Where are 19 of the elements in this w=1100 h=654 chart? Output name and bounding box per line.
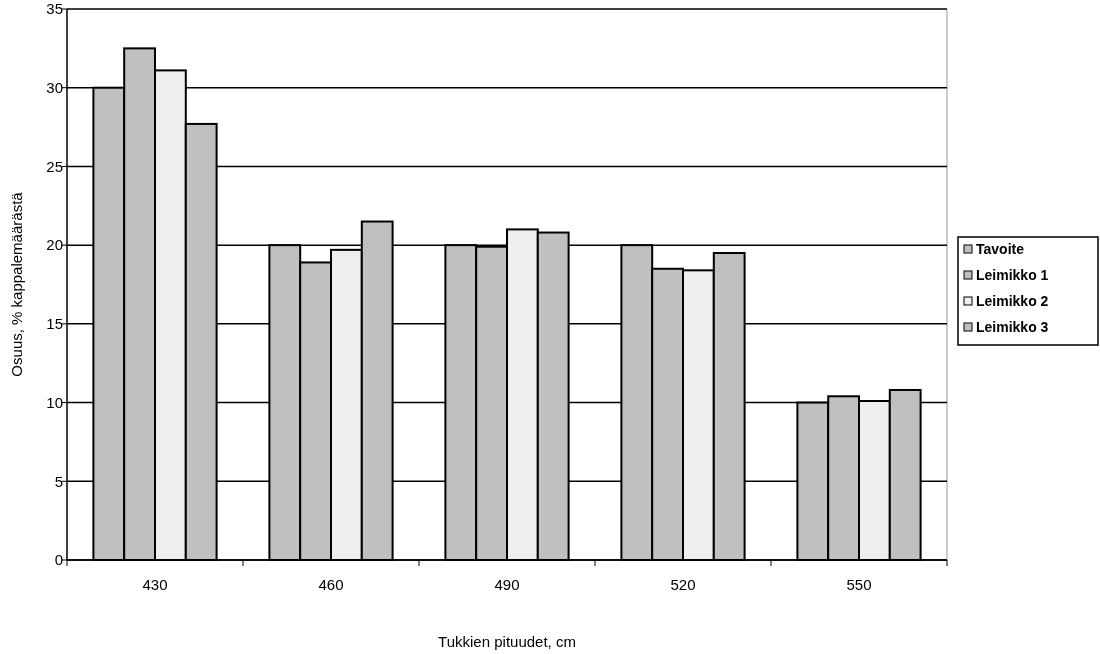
y-tick-label: 10 <box>46 393 63 411</box>
x-tick-label: 550 <box>846 576 872 593</box>
legend-label: Leimikko 3 <box>976 318 1049 335</box>
y-tick-label: 0 <box>54 551 63 569</box>
x-tick-label: 490 <box>494 576 520 593</box>
y-tick-label: 15 <box>46 315 63 333</box>
y-tick-label: 25 <box>46 157 63 175</box>
legend-label: Leimikko 2 <box>976 292 1049 309</box>
y-tick-label: 5 <box>54 472 63 490</box>
y-tick-label: 35 <box>46 0 63 18</box>
y-axis-title: Osuus, % kappalemäärästä <box>8 191 25 377</box>
x-tick-label: 430 <box>142 576 168 593</box>
y-tick-label: 30 <box>46 78 63 96</box>
x-tick-label: 460 <box>318 576 344 593</box>
legend-label: Leimikko 1 <box>976 266 1049 283</box>
y-tick-label: 20 <box>46 236 63 254</box>
legend-label: Tavoite <box>976 240 1025 257</box>
x-axis-title: Tukkien pituudet, cm <box>438 633 576 650</box>
x-tick-label: 520 <box>670 576 696 593</box>
